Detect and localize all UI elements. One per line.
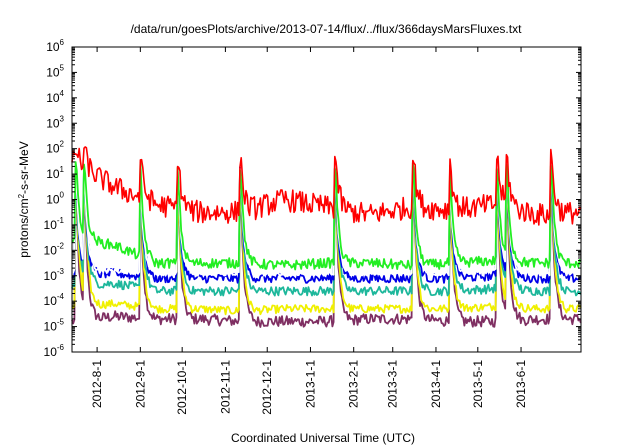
y-tick-label-base: 10: [44, 243, 58, 257]
y-tick-label-base: 10: [46, 91, 60, 105]
y-tick-label: 104: [46, 89, 64, 105]
y-tick-label-base: 10: [46, 65, 60, 79]
y-axis: 10-610-510-410-310-210-11001011021031041…: [44, 38, 581, 359]
y-tick-label-exp: -1: [57, 216, 65, 225]
y-tick-label-exp: 4: [60, 89, 65, 98]
y-tick-label-base: 10: [44, 269, 58, 283]
y-tick-label-exp: -4: [57, 292, 65, 301]
y-tick-label-exp: -3: [57, 267, 65, 276]
y-tick-label-exp: 2: [60, 140, 65, 149]
y-tick-label-base: 10: [46, 167, 60, 181]
y-tick-label-base: 10: [44, 345, 58, 359]
y-tick-label-base: 10: [46, 40, 60, 54]
y-tick-label: 102: [46, 140, 64, 156]
y-tick-label-base: 10: [46, 142, 60, 156]
x-tick-label: 2012-8-1: [90, 360, 104, 408]
y-axis-label-prefix: protons/cm: [17, 198, 31, 257]
y-tick-label-base: 10: [44, 294, 58, 308]
x-tick-label: 2013-2-1: [347, 360, 361, 408]
y-tick-label-exp: 6: [60, 38, 65, 47]
y-tick-label-base: 10: [44, 320, 58, 334]
chart-title: /data/run/goesPlots/archive/2013-07-14/f…: [131, 22, 523, 36]
y-tick-label: 100: [46, 191, 64, 207]
x-axis: 2012-8-1 2012-9-1 2012-10-1 2012-11-1 2012-1…: [90, 47, 528, 415]
y-tick-label: 106: [46, 38, 64, 54]
flux-series-5: [71, 165, 582, 277]
x-tick-label: 2013-4-1: [429, 360, 443, 408]
x-axis-label: Coordinated Universal Time (UTC): [231, 431, 415, 445]
y-tick-label: 10-3: [44, 267, 65, 283]
x-tick-label: 2012-9-1: [133, 360, 147, 408]
y-tick-label: 101: [46, 165, 64, 181]
flux-series-6: [71, 161, 582, 271]
y-tick-label: 10-1: [44, 216, 65, 232]
y-axis-label: protons/cm2-s-sr-MeV: [17, 141, 32, 257]
y-tick-label-exp: 0: [60, 191, 65, 200]
x-tick-label: 2012-10-1: [175, 360, 189, 415]
y-tick-label-exp: -5: [57, 318, 65, 327]
y-tick-label-base: 10: [44, 218, 58, 232]
y-tick-label-base: 10: [46, 193, 60, 207]
y-tick-label-exp: -2: [57, 241, 65, 250]
x-tick-label: 2013-3-1: [386, 360, 400, 408]
y-tick-label: 10-5: [44, 318, 65, 334]
y-tick-label-exp: 5: [60, 63, 65, 72]
x-tick-label: 2012-12-1: [260, 360, 274, 415]
x-tick-label: 2013-6-1: [514, 360, 528, 408]
y-tick-label: 103: [46, 114, 64, 130]
x-tick-label: 2013-5-1: [471, 360, 485, 408]
y-tick-label: 10-6: [44, 343, 65, 359]
flux-series-7: [71, 146, 582, 226]
y-tick-label-exp: 3: [60, 114, 65, 123]
series-group: [71, 146, 582, 328]
plot-area: 10-610-510-410-310-210-11001011021031041…: [44, 38, 582, 415]
y-tick-label: 10-2: [44, 241, 65, 257]
y-tick-label: 10-4: [44, 292, 65, 308]
y-tick-label-base: 10: [46, 116, 60, 130]
y-tick-label: 105: [46, 63, 64, 79]
y-tick-label-exp: -6: [57, 343, 65, 352]
y-axis-label-sup: 2: [17, 193, 26, 198]
y-axis-label-suffix: -s-sr-MeV: [17, 141, 31, 194]
x-tick-label: 2013-1-1: [303, 360, 317, 408]
flux-series-3: [71, 166, 582, 297]
x-tick-label: 2012-11-1: [218, 360, 232, 414]
y-tick-label-exp: 1: [60, 165, 65, 174]
